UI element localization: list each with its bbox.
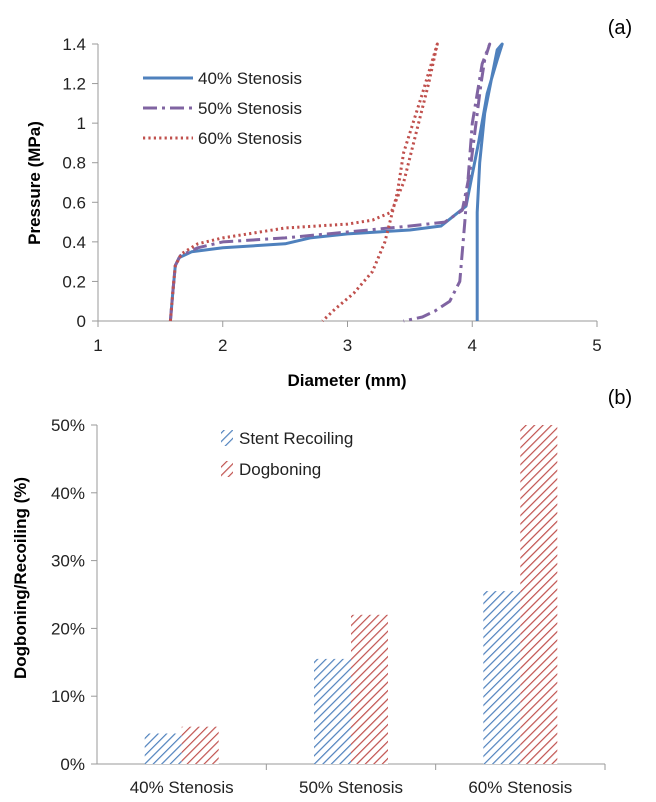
x-tick-label: 4 [468,336,477,355]
bar-recoiling [483,591,521,764]
legend-label: 50% Stenosis [198,99,302,118]
y-axis-title: Dogboning/Recoiling (%) [11,477,30,679]
y-tick-label: 20% [51,619,85,638]
category-label: 60% Stenosis [468,778,572,797]
x-tick-label: 5 [592,336,601,355]
y-tick-label: 0.6 [62,193,86,212]
legend-swatch [221,430,233,446]
legend-label: Dogboning [239,460,321,479]
y-tick-label: 0.2 [62,272,86,291]
legend-swatch [221,461,233,477]
x-tick-label: 2 [218,336,227,355]
y-tick-label: 10% [51,687,85,706]
bar-dogboning [181,726,219,764]
x-axis-title: Diameter (mm) [287,371,406,390]
bar-recoiling [144,733,182,764]
category-label: 40% Stenosis [130,778,234,797]
y-tick-label: 40% [51,484,85,503]
bar-dogboning [520,425,558,764]
y-tick-label: 0 [77,312,86,331]
x-tick-label: 3 [343,336,352,355]
legend-label: Stent Recoiling [239,429,353,448]
panel-label-b: (b) [608,387,632,409]
bar-dogboning [351,614,388,764]
legend-label: 40% Stenosis [198,69,302,88]
series-line-1 [168,42,504,322]
y-tick-label: 30% [51,552,85,571]
y-tick-label: 50% [51,416,85,435]
y-tick-label: 1.4 [62,35,86,54]
y-tick-label: 1.2 [62,75,86,94]
series-line-2 [168,42,492,323]
legend-label: 60% Stenosis [198,129,302,148]
dogboning-recoiling-chart: (b) 0% 10% 20% 30% 40% 50% 40% Stenosis 50% St… [11,387,632,797]
y-tick-label: 0% [60,755,85,774]
y-axis-title: Pressure (MPa) [25,121,44,245]
category-label: 50% Stenosis [299,778,403,797]
x-tick-label: 1 [93,336,102,355]
y-tick-label: 0.8 [62,154,86,173]
series-line-3 [168,42,439,323]
bar-recoiling [314,658,351,764]
panel-label-a: (a) [608,17,632,39]
y-tick-label: 0.4 [62,233,86,252]
y-tick-label: 1 [77,114,86,133]
pressure-diameter-chart: (a) 1 2 3 4 5 0 0.2 0.4 0.6 0.8 1 1.2 1.4 40% Steno… [25,17,632,390]
